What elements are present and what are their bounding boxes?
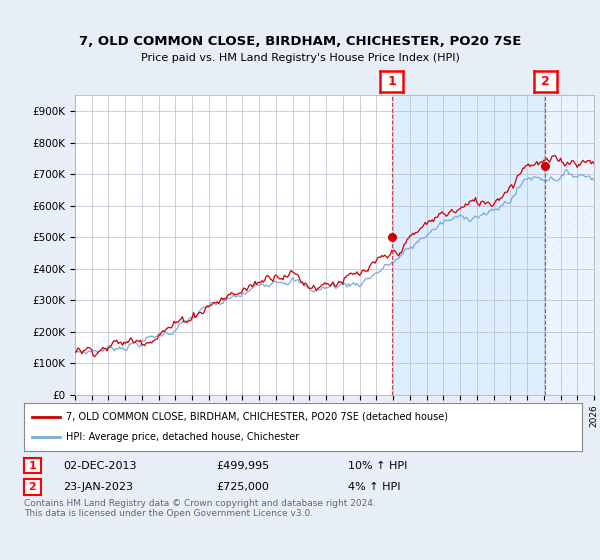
Text: 4% ↑ HPI: 4% ↑ HPI <box>348 482 401 492</box>
Text: 1: 1 <box>388 75 396 88</box>
Bar <box>392 95 545 395</box>
Point <box>541 162 550 171</box>
Text: Price paid vs. HM Land Registry's House Price Index (HPI): Price paid vs. HM Land Registry's House … <box>140 53 460 63</box>
Text: 2: 2 <box>541 75 550 88</box>
Bar <box>545 95 594 395</box>
Text: 7, OLD COMMON CLOSE, BIRDHAM, CHICHESTER, PO20 7SE (detached house): 7, OLD COMMON CLOSE, BIRDHAM, CHICHESTER… <box>66 412 448 422</box>
Text: 02-DEC-2013: 02-DEC-2013 <box>63 461 137 470</box>
Text: 10% ↑ HPI: 10% ↑ HPI <box>348 461 407 470</box>
Text: £725,000: £725,000 <box>216 482 269 492</box>
Point <box>387 232 397 241</box>
Text: £499,995: £499,995 <box>216 461 269 470</box>
Text: Contains HM Land Registry data © Crown copyright and database right 2024.
This d: Contains HM Land Registry data © Crown c… <box>24 499 376 519</box>
Text: 2: 2 <box>29 482 36 492</box>
Text: HPI: Average price, detached house, Chichester: HPI: Average price, detached house, Chic… <box>66 432 299 442</box>
Text: 1: 1 <box>29 461 36 470</box>
Text: 23-JAN-2023: 23-JAN-2023 <box>63 482 133 492</box>
Text: 7, OLD COMMON CLOSE, BIRDHAM, CHICHESTER, PO20 7SE: 7, OLD COMMON CLOSE, BIRDHAM, CHICHESTER… <box>79 35 521 48</box>
